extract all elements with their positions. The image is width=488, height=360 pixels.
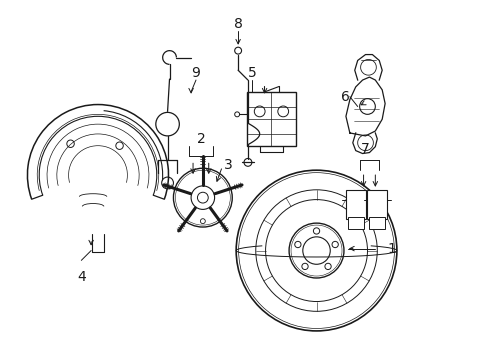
Text: 5: 5	[247, 66, 256, 80]
Text: 1: 1	[386, 242, 395, 256]
Bar	[246, 92, 295, 146]
Bar	[367, 190, 386, 219]
Text: 9: 9	[191, 66, 200, 80]
Text: 2: 2	[196, 132, 205, 146]
Text: 3: 3	[224, 158, 232, 172]
Bar	[347, 217, 363, 229]
Text: 4: 4	[77, 270, 85, 284]
Text: 8: 8	[233, 17, 242, 31]
Text: 6: 6	[340, 90, 349, 104]
Text: 7: 7	[361, 141, 369, 156]
Bar	[345, 190, 365, 219]
Bar	[369, 217, 385, 229]
